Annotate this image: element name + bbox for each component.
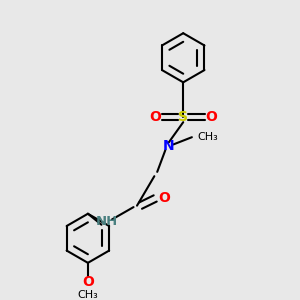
Text: O: O [205,110,217,124]
Text: O: O [149,110,161,124]
Text: S: S [178,110,188,124]
Text: NH: NH [95,215,118,228]
Text: CH₃: CH₃ [77,290,98,300]
Text: O: O [82,275,94,289]
Text: CH₃: CH₃ [198,132,218,142]
Text: N: N [163,139,175,153]
Text: O: O [158,191,170,206]
